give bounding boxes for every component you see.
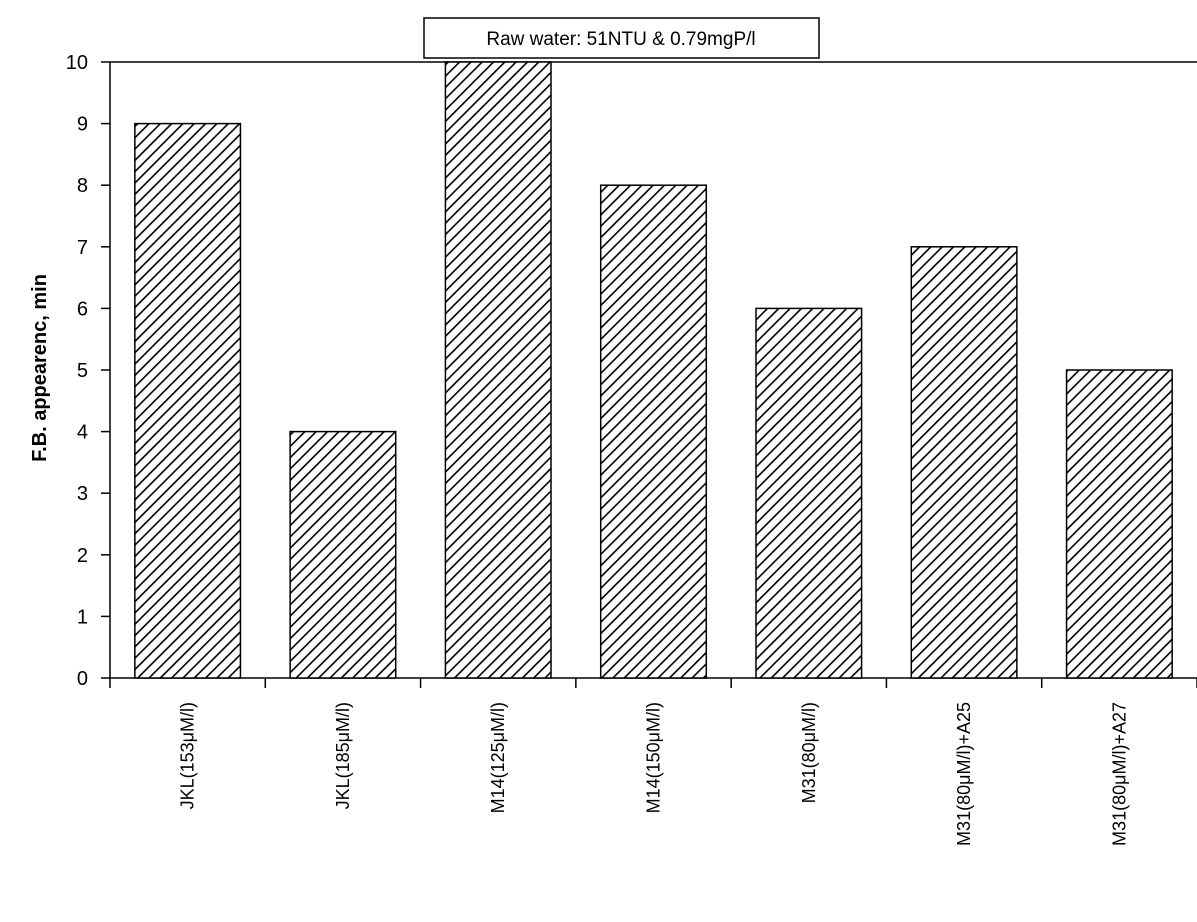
y-tick-label: 1 bbox=[77, 606, 88, 628]
y-tick-label: 5 bbox=[77, 360, 88, 382]
x-tick-label: M31(80μM/l)+A27 bbox=[1109, 702, 1129, 846]
bar bbox=[1065, 369, 1173, 679]
y-axis-title: F.B. appearenc, min bbox=[29, 274, 51, 462]
y-tick-label: 10 bbox=[66, 52, 88, 74]
bar bbox=[444, 61, 552, 679]
bar bbox=[289, 430, 397, 679]
y-tick-label: 4 bbox=[77, 422, 88, 444]
y-tick-label: 6 bbox=[77, 298, 88, 320]
x-tick-label: M31(80μM/l) bbox=[799, 702, 819, 803]
y-tick-label: 0 bbox=[77, 668, 88, 690]
y-tick-label: 3 bbox=[77, 483, 88, 505]
y-axis-ticks: 0 1 2 3 4 5 6 7 8 9 10 bbox=[66, 52, 110, 690]
x-tick-label: M31(80μM/l)+A25 bbox=[954, 702, 974, 846]
y-tick-label: 8 bbox=[77, 175, 88, 197]
y-tick-label: 7 bbox=[77, 237, 88, 259]
chart-title: Raw water: 51NTU & 0.79mgP/l bbox=[486, 29, 755, 50]
x-tick-label: M14(125μM/l) bbox=[488, 702, 508, 813]
bar bbox=[599, 184, 708, 679]
x-tick-label: JKL(153μM/l) bbox=[178, 702, 198, 809]
bar bbox=[134, 122, 242, 679]
bars bbox=[134, 61, 1173, 679]
bar bbox=[910, 246, 1018, 679]
y-tick-label: 2 bbox=[77, 545, 88, 567]
y-tick-label: 9 bbox=[77, 114, 88, 136]
chart-title-group: Raw water: 51NTU & 0.79mgP/l bbox=[423, 17, 820, 59]
bar bbox=[755, 307, 863, 679]
x-tick-label: M14(150μM/l) bbox=[644, 702, 664, 813]
chart-title-box bbox=[423, 17, 820, 59]
x-tick-label: JKL(185μM/l) bbox=[333, 702, 353, 809]
x-axis-labels: JKL(153μM/l) JKL(185μM/l) M14(125μM/l) M14(… bbox=[178, 702, 1130, 846]
